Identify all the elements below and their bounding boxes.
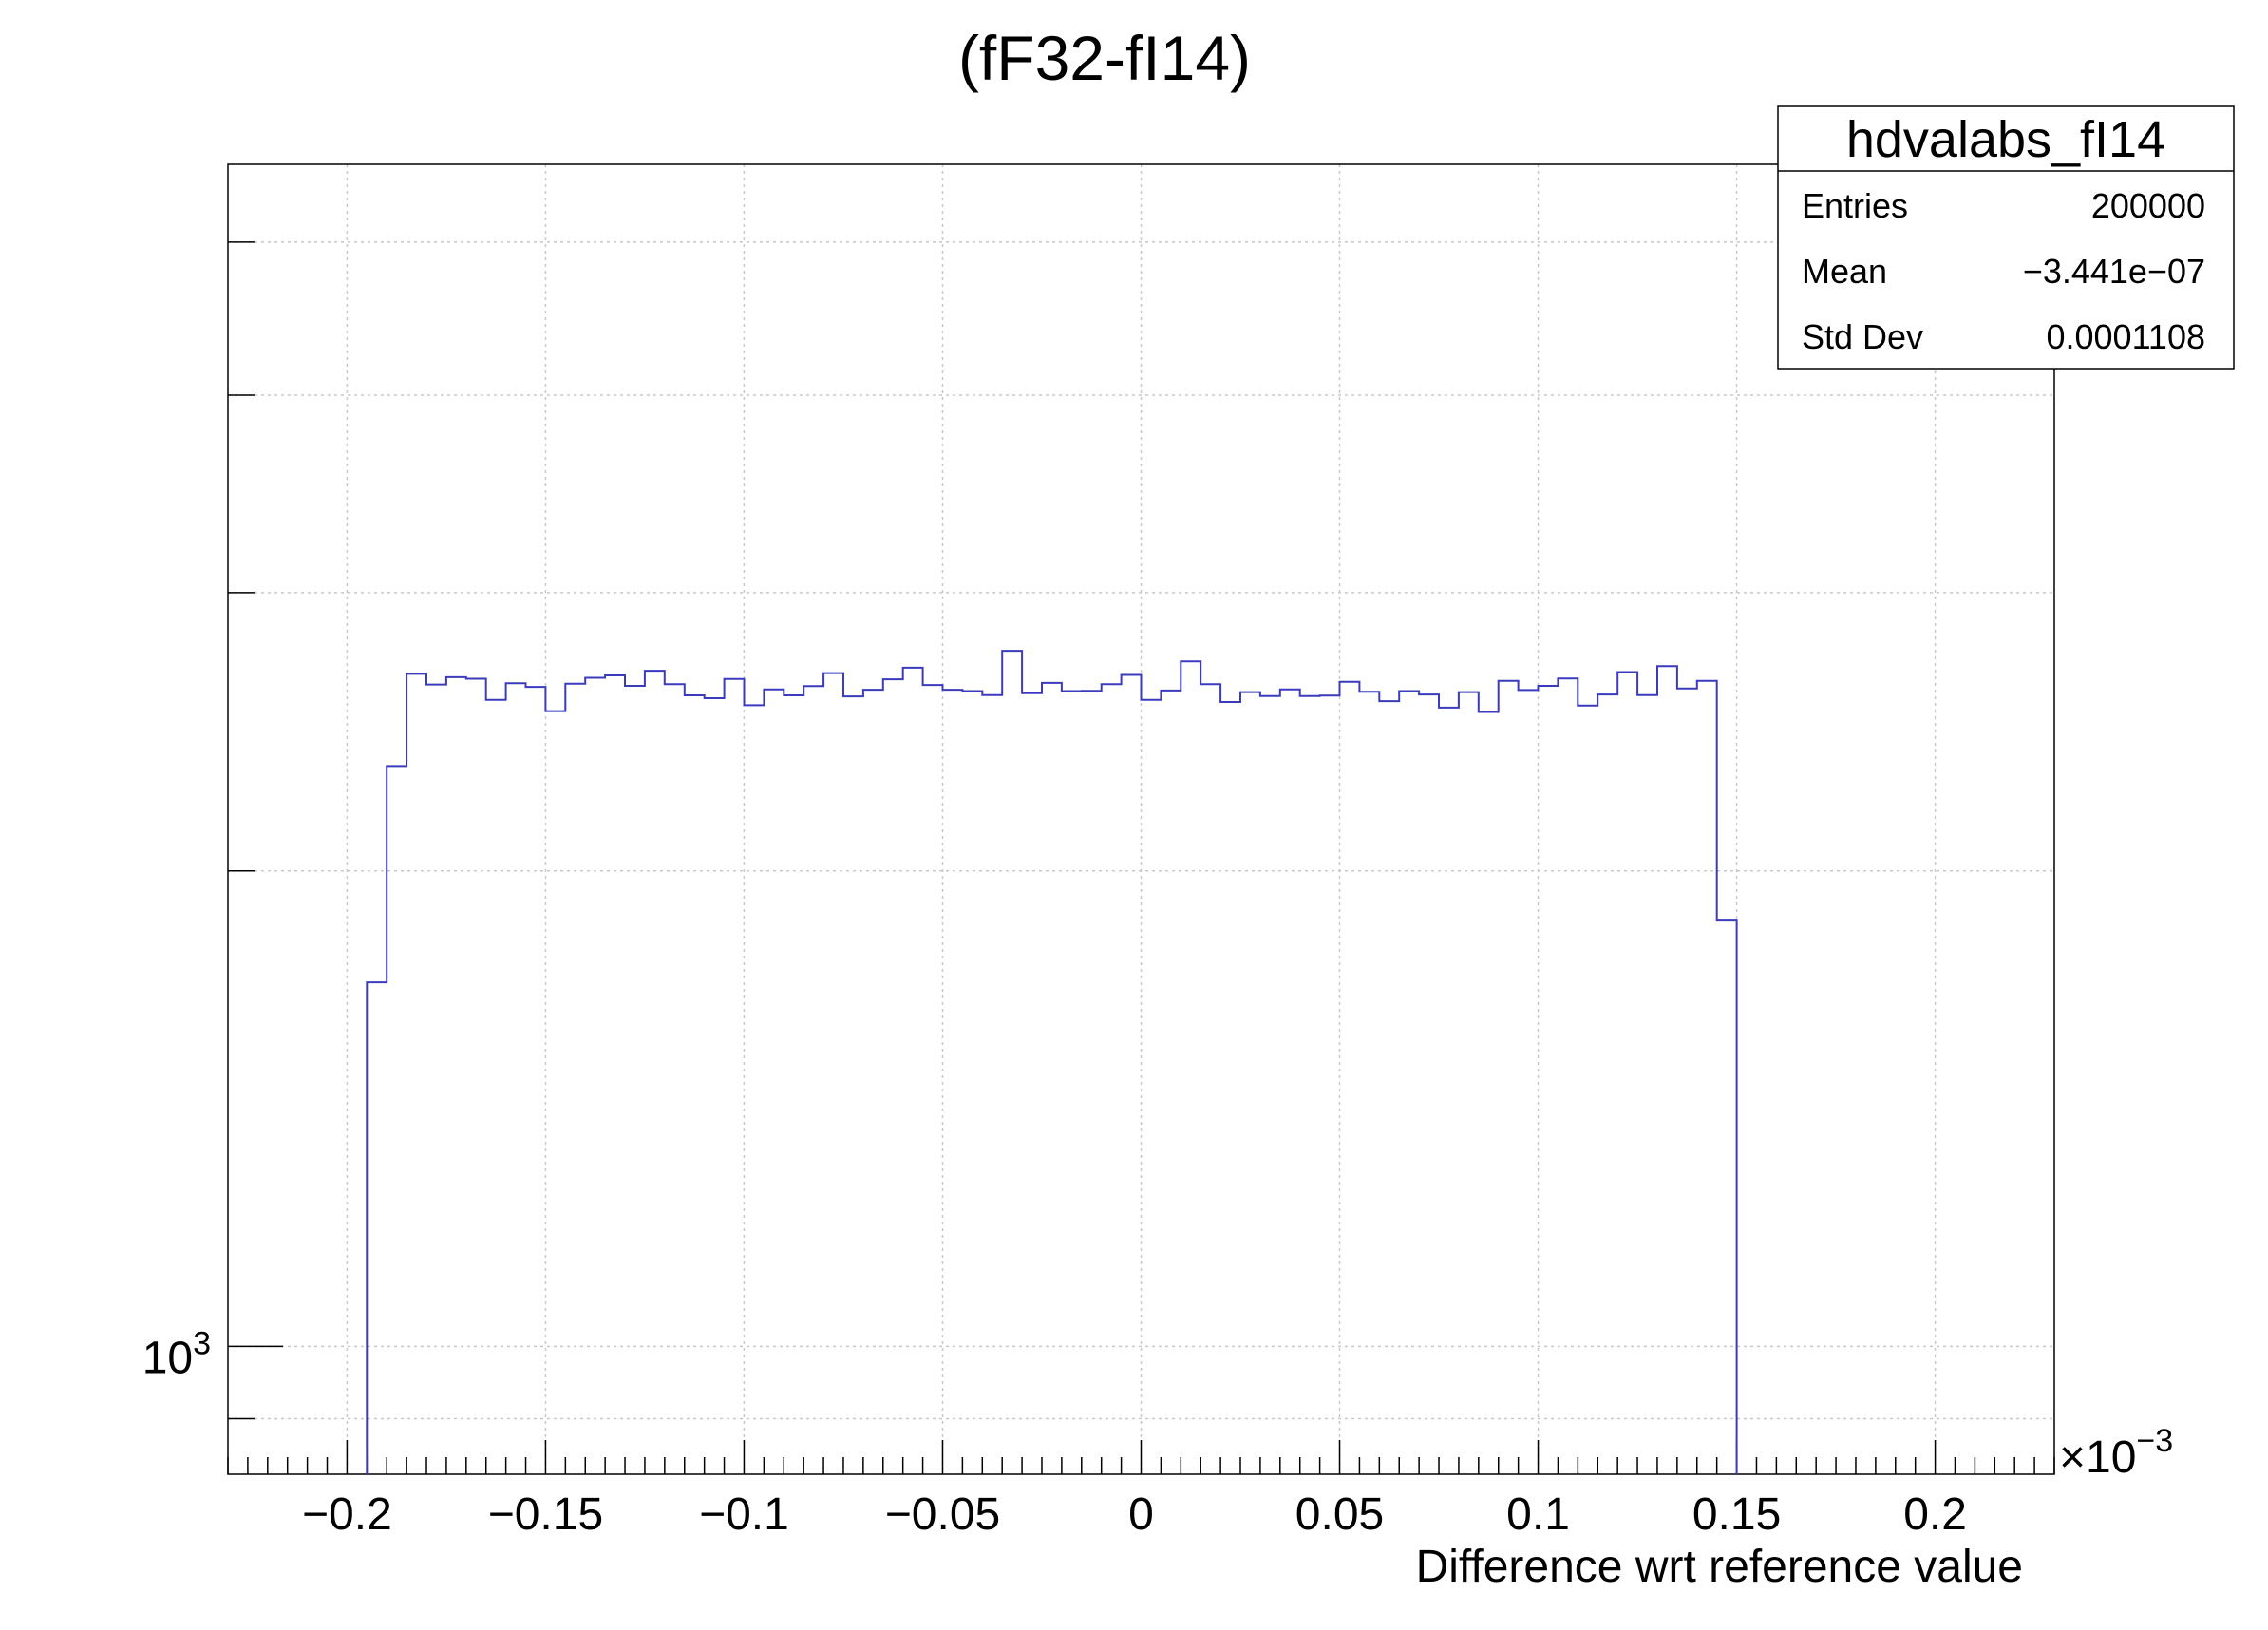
stats-box-frame [1777, 105, 2235, 370]
x-tick-label: −0.05 [885, 1489, 1000, 1540]
stats-box-title: hdvalabs_fI14 [1846, 111, 2165, 168]
y-axis-ticks [228, 241, 283, 1420]
x-tick-label: 0.2 [1903, 1489, 1967, 1540]
x-tick-label: 0.15 [1692, 1489, 1781, 1540]
x-axis-multiplier-exponent: −3 [2136, 1423, 2173, 1459]
histogram-line [366, 650, 1738, 1474]
x-axis-multiplier-base: ×10 [2059, 1432, 2136, 1483]
stats-box: hdvalabs_fI14 Entries 200000 Mean −3.441… [1777, 105, 2235, 370]
x-tick-label: 0.05 [1295, 1489, 1384, 1540]
y-tick-label-base: 10 [142, 1333, 193, 1383]
x-axis-multiplier: ×10−3 [2059, 1423, 2173, 1483]
x-axis-ticks: −0.2 −0.15 −0.1 −0.05 0 0.05 0.1 0.15 0.2 [227, 1440, 2055, 1540]
y-tick-label-1000: 103 [142, 1325, 211, 1383]
chart-title: (fF32-fI14) [958, 23, 1251, 93]
stats-entries-value: 200000 [2091, 186, 2205, 225]
x-tick-label: −0.1 [699, 1489, 789, 1540]
x-tick-label: −0.15 [488, 1489, 603, 1540]
stats-stddev-label: Std Dev [1802, 317, 1923, 356]
x-tick-label: −0.2 [302, 1489, 392, 1540]
x-tick-label: 0.1 [1506, 1489, 1570, 1540]
stats-stddev-value: 0.0001108 [2046, 317, 2205, 356]
x-axis-label: Difference wrt reference value [1416, 1542, 2023, 1592]
stats-mean-label: Mean [1802, 252, 1887, 291]
stats-entries-label: Entries [1802, 186, 1908, 225]
y-tick-label-exponent: 3 [193, 1325, 211, 1361]
stats-mean-value: −3.441e−07 [2023, 252, 2205, 291]
x-tick-label: 0 [1128, 1489, 1154, 1540]
